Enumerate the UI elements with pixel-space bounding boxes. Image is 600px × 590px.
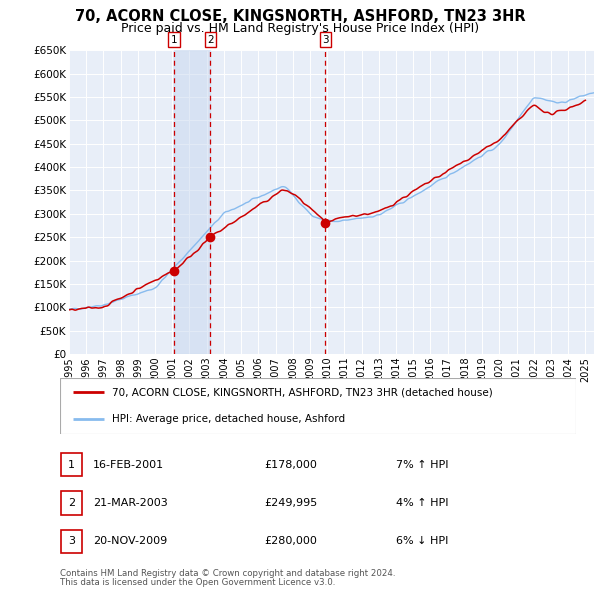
Text: 20-NOV-2009: 20-NOV-2009 <box>93 536 167 546</box>
Text: £178,000: £178,000 <box>264 460 317 470</box>
Text: 70, ACORN CLOSE, KINGSNORTH, ASHFORD, TN23 3HR (detached house): 70, ACORN CLOSE, KINGSNORTH, ASHFORD, TN… <box>112 387 493 397</box>
Text: 70, ACORN CLOSE, KINGSNORTH, ASHFORD, TN23 3HR: 70, ACORN CLOSE, KINGSNORTH, ASHFORD, TN… <box>74 9 526 24</box>
Text: 2: 2 <box>207 35 214 45</box>
Bar <box>175 50 211 354</box>
Text: 3: 3 <box>322 35 329 45</box>
Text: 7% ↑ HPI: 7% ↑ HPI <box>396 460 449 470</box>
Text: 3: 3 <box>68 536 75 546</box>
Text: 1: 1 <box>171 35 178 45</box>
Text: £280,000: £280,000 <box>264 536 317 546</box>
Text: This data is licensed under the Open Government Licence v3.0.: This data is licensed under the Open Gov… <box>60 578 335 588</box>
Text: Price paid vs. HM Land Registry's House Price Index (HPI): Price paid vs. HM Land Registry's House … <box>121 22 479 35</box>
Text: 21-MAR-2003: 21-MAR-2003 <box>93 498 168 508</box>
Text: Contains HM Land Registry data © Crown copyright and database right 2024.: Contains HM Land Registry data © Crown c… <box>60 569 395 578</box>
Text: 6% ↓ HPI: 6% ↓ HPI <box>396 536 448 546</box>
Text: 4% ↑ HPI: 4% ↑ HPI <box>396 498 449 508</box>
Text: 16-FEB-2001: 16-FEB-2001 <box>93 460 164 470</box>
Text: 1: 1 <box>68 460 75 470</box>
Text: HPI: Average price, detached house, Ashford: HPI: Average price, detached house, Ashf… <box>112 414 345 424</box>
Text: 2: 2 <box>68 498 75 508</box>
Text: £249,995: £249,995 <box>264 498 317 508</box>
